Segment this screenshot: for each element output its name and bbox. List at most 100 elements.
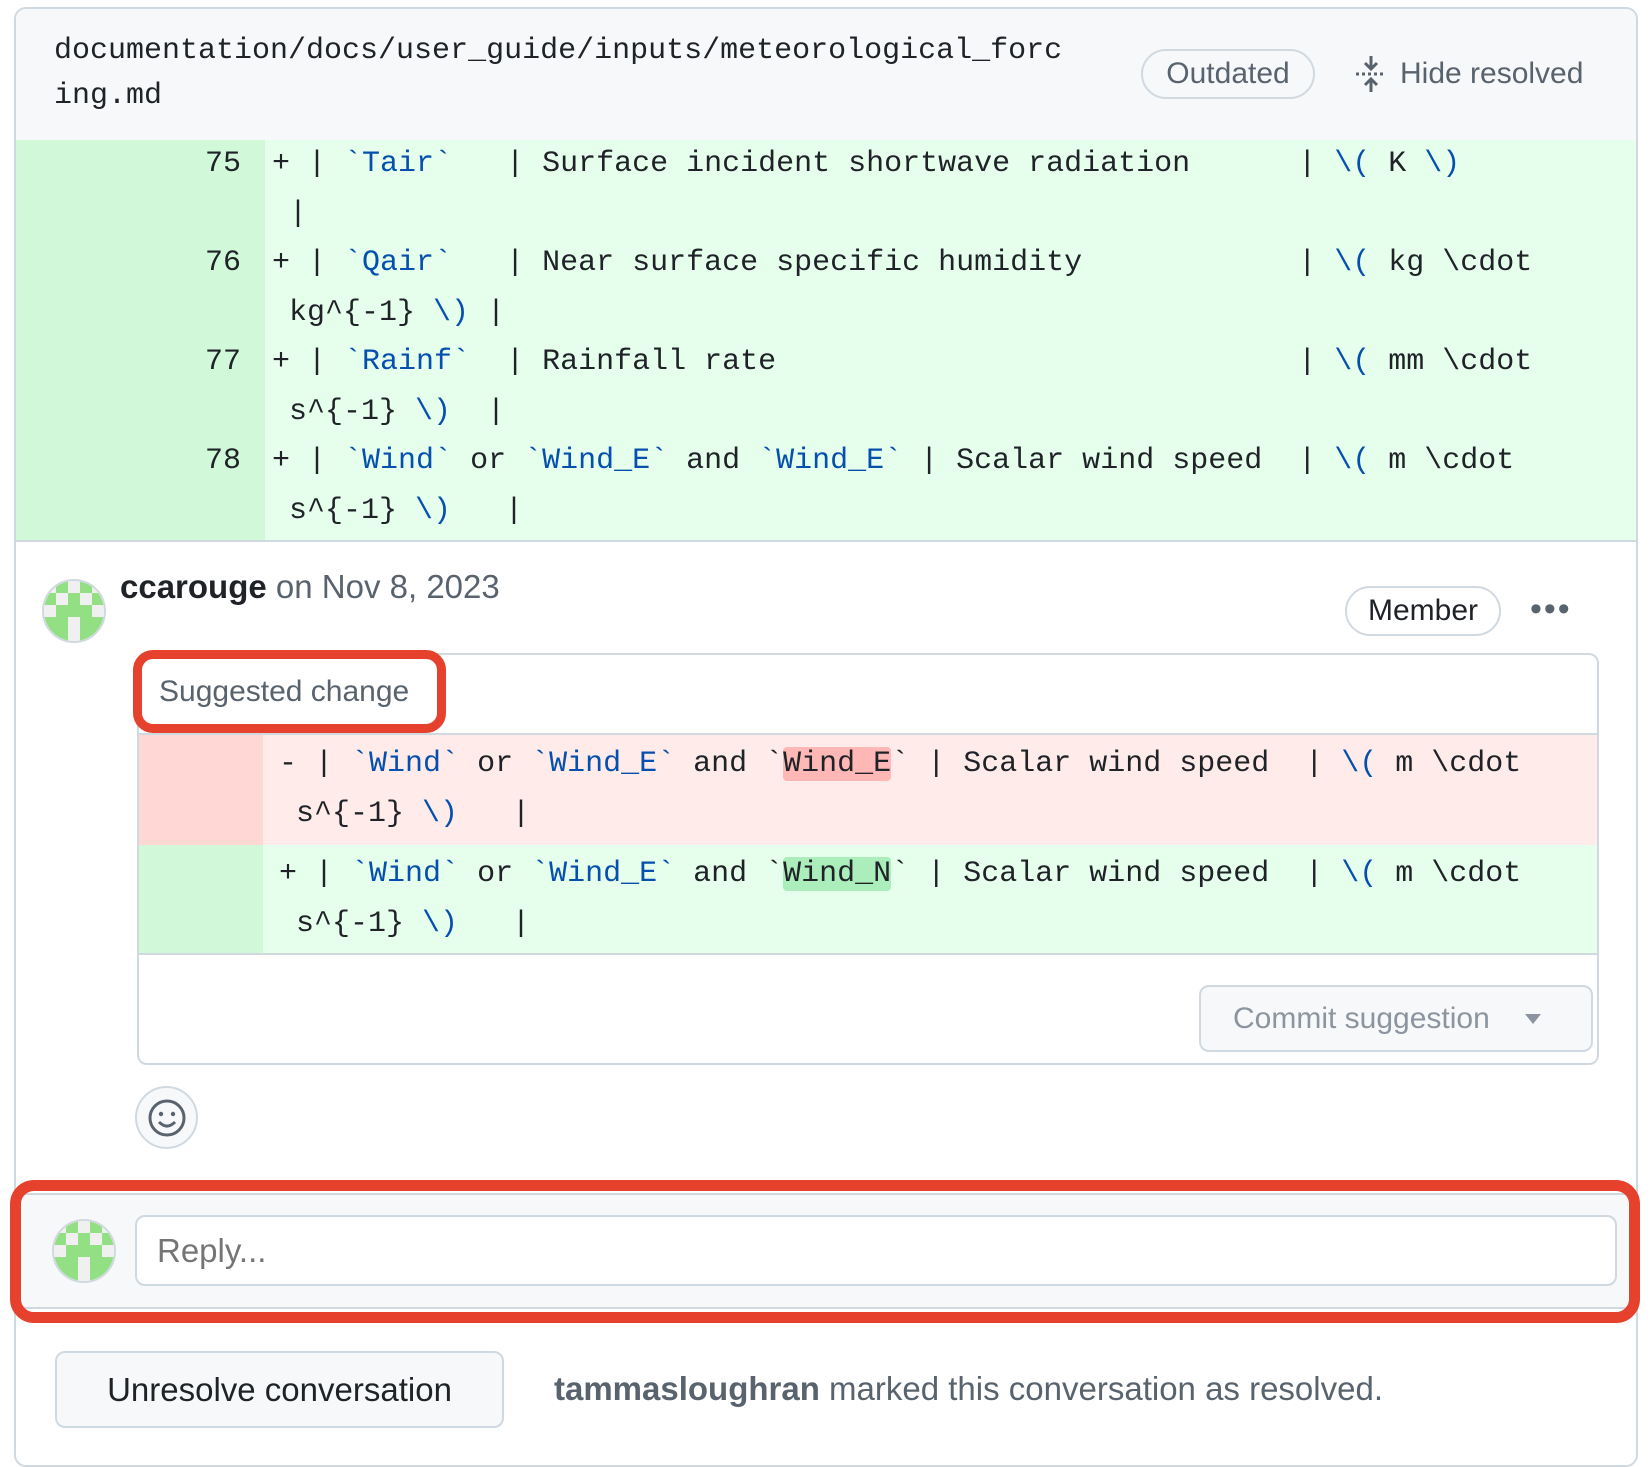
code-token: and bbox=[675, 747, 766, 781]
code-token: m \cdot bbox=[1388, 444, 1515, 478]
code-token: | Rainfall rate | bbox=[470, 345, 1335, 379]
code-token: kg \cdot bbox=[1388, 246, 1533, 280]
code-token: ` bbox=[891, 747, 910, 781]
code-line: kg^{-1} \) | bbox=[289, 289, 505, 339]
file-path-link[interactable]: documentation/docs/user_guide/inputs/met… bbox=[54, 34, 1063, 113]
suggested-change-header: Suggested change bbox=[139, 655, 1597, 735]
author-avatar[interactable] bbox=[42, 579, 106, 643]
code-token: | bbox=[308, 444, 345, 478]
unresolve-conversation-button[interactable]: Unresolve conversation bbox=[55, 1351, 504, 1428]
code-token: s^{-1} bbox=[289, 493, 416, 528]
code-line: - | `Wind` or `Wind_E` and `Wind_E` | Sc… bbox=[279, 740, 1521, 790]
diff-sign: + bbox=[272, 444, 309, 478]
comment-date[interactable]: on Nov 8, 2023 bbox=[266, 568, 500, 605]
code-token: `Rainf` bbox=[344, 345, 471, 379]
member-badge: Member bbox=[1345, 586, 1501, 636]
removed-gutter bbox=[139, 735, 263, 845]
suggested-change-label: Suggested change bbox=[159, 675, 410, 708]
code-token: ` bbox=[765, 857, 784, 891]
add-reaction-button[interactable] bbox=[135, 1086, 198, 1149]
code-token: | Scalar wind speed | bbox=[909, 857, 1342, 891]
code-token: | bbox=[308, 147, 345, 181]
code-token: | bbox=[451, 493, 524, 528]
fold-icon bbox=[1356, 56, 1386, 92]
code-token: | bbox=[458, 906, 531, 941]
line-number-gutter bbox=[16, 140, 265, 540]
code-token: kg^{-1} bbox=[289, 295, 434, 330]
hide-resolved-button[interactable]: Hide resolved bbox=[1354, 49, 1583, 99]
commit-suggestion-button[interactable]: Commit suggestion bbox=[1199, 985, 1593, 1052]
code-token: or bbox=[459, 747, 532, 781]
code-token: `Qair` bbox=[344, 246, 453, 280]
resolved-status: tammasloughran marked this conversation … bbox=[554, 1370, 1383, 1408]
smiley-icon bbox=[148, 1099, 185, 1136]
line-number[interactable]: 77 bbox=[204, 345, 241, 379]
code-token: \( bbox=[1334, 246, 1389, 280]
code-token: \( bbox=[1341, 857, 1396, 891]
code-token: `Wind_E` bbox=[758, 444, 903, 478]
added-gutter bbox=[139, 845, 263, 953]
code-token: or bbox=[452, 444, 525, 478]
code-token: or bbox=[459, 857, 532, 891]
suggested-change-box: Suggested change - | `Wind` or `Wind_E` … bbox=[137, 653, 1599, 1065]
code-token: `Wind_E` bbox=[524, 444, 669, 478]
outdated-badge: Outdated bbox=[1141, 49, 1315, 99]
code-token: | bbox=[458, 796, 531, 831]
caret-down-icon bbox=[1524, 1013, 1541, 1024]
resolver-name-link[interactable]: tammasloughran bbox=[554, 1370, 820, 1407]
code-token: \) bbox=[415, 493, 452, 528]
code-line: + | `Tair` | Surface incident shortwave … bbox=[272, 140, 1460, 190]
code-token: mm \cdot bbox=[1388, 345, 1533, 379]
code-token: m \cdot bbox=[1395, 747, 1522, 781]
code-token: | Scalar wind speed | bbox=[909, 747, 1342, 781]
review-thread: documentation/docs/user_guide/inputs/met… bbox=[14, 7, 1638, 1467]
comment-author-line: ccarouge on Nov 8, 2023 bbox=[120, 568, 500, 606]
code-token: `Wind` bbox=[351, 747, 460, 781]
code-line: s^{-1} \) | bbox=[289, 388, 505, 438]
code-token: Wind_E bbox=[783, 747, 892, 781]
suggestion-removed-line: - | `Wind` or `Wind_E` and `Wind_E` | Sc… bbox=[139, 735, 1597, 845]
code-token: | bbox=[315, 857, 352, 891]
code-token: | bbox=[308, 345, 345, 379]
code-token: | bbox=[308, 246, 345, 280]
code-token: ` bbox=[765, 747, 784, 781]
current-user-avatar bbox=[52, 1219, 116, 1283]
code-token: \( bbox=[1334, 147, 1389, 181]
code-token: | Scalar wind speed | bbox=[902, 444, 1335, 478]
line-number[interactable]: 78 bbox=[204, 444, 241, 478]
more-options-button[interactable]: ••• bbox=[1530, 590, 1572, 628]
code-line: + | `Wind` or `Wind_E` and `Wind_E` | Sc… bbox=[272, 437, 1514, 487]
code-token: m \cdot bbox=[1395, 857, 1522, 891]
diff-sign: + bbox=[272, 246, 309, 280]
line-number[interactable]: 76 bbox=[204, 246, 241, 280]
line-number[interactable]: 75 bbox=[204, 147, 241, 181]
code-token: ` bbox=[891, 857, 910, 891]
annotation-highlight-suggested-change bbox=[133, 650, 446, 733]
code-token: \) bbox=[1424, 147, 1461, 181]
reply-input[interactable] bbox=[135, 1215, 1617, 1286]
resolved-message: marked this conversation as resolved. bbox=[819, 1370, 1383, 1407]
diff-sign: + bbox=[279, 857, 316, 891]
code-token: | Near surface specific humidity | bbox=[452, 246, 1335, 280]
hide-resolved-label: Hide resolved bbox=[1400, 57, 1584, 90]
author-name-link[interactable]: ccarouge bbox=[120, 568, 267, 605]
code-token: | bbox=[469, 295, 506, 330]
code-line: + | `Rainf` | Rainfall rate | \( mm \cdo… bbox=[272, 338, 1532, 388]
code-token: `Wind_E` bbox=[531, 747, 676, 781]
code-token: and bbox=[675, 857, 766, 891]
suggestion-added-line: + | `Wind` or `Wind_E` and `Wind_N` | Sc… bbox=[139, 845, 1597, 955]
identicon-icon bbox=[54, 1221, 114, 1281]
code-token: `Wind_E` bbox=[531, 857, 676, 891]
file-header: documentation/docs/user_guide/inputs/met… bbox=[16, 9, 1636, 140]
code-line: s^{-1} \) | bbox=[289, 487, 523, 537]
diff-sign: + bbox=[272, 147, 309, 181]
code-token: `Wind` bbox=[344, 444, 453, 478]
code-token: | Surface incident shortwave radiation | bbox=[452, 147, 1335, 181]
diff-sign: + bbox=[272, 345, 309, 379]
code-token: and bbox=[668, 444, 759, 478]
code-token: s^{-1} bbox=[296, 796, 423, 831]
code-token: Wind_N bbox=[783, 857, 892, 891]
code-line: | bbox=[289, 190, 307, 240]
code-token: \) bbox=[415, 394, 452, 429]
annotation-highlight-reply bbox=[10, 1180, 1640, 1323]
